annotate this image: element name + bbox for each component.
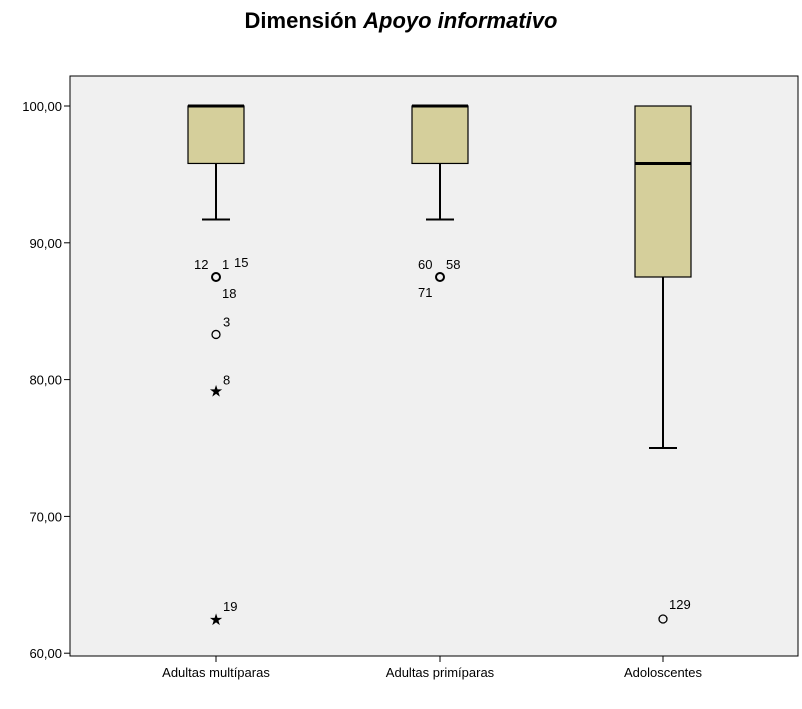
x-tick-label: Adoloscentes: [624, 665, 703, 680]
chart-title: Dimensión Apoyo informativo: [0, 8, 802, 34]
box: [411, 105, 469, 165]
outlier-label: 18: [222, 286, 236, 301]
y-tick-label: 70,00: [29, 509, 62, 524]
box: [634, 105, 692, 278]
y-tick-label: 80,00: [29, 373, 62, 388]
outlier-circle: [658, 614, 668, 624]
outlier-star: ★: [209, 610, 223, 629]
x-tick-label: Adultas primíparas: [386, 665, 495, 680]
y-tick-label: 90,00: [29, 236, 62, 251]
outlier-label: 58: [446, 257, 460, 272]
outlier-label: 3: [223, 314, 230, 329]
outlier-label: 8: [223, 373, 230, 388]
box: [187, 105, 245, 165]
outlier-label: 1: [222, 257, 229, 272]
outlier-label: 12: [194, 257, 208, 272]
outlier-circle: [435, 272, 445, 282]
chart-title-italic: Apoyo informativo: [363, 8, 558, 33]
y-tick-label: 100,00: [22, 99, 62, 114]
x-tick-label: Adultas multíparas: [162, 665, 270, 680]
chart-title-main: Dimensión: [244, 8, 357, 33]
outlier-star: ★: [209, 382, 223, 401]
outlier-label: 129: [669, 597, 691, 612]
outlier-label: 60: [418, 257, 432, 272]
y-tick-label: 60,00: [29, 646, 62, 661]
outlier-circle: [211, 272, 221, 282]
outlier-label: 71: [418, 285, 432, 300]
outlier-label: 19: [223, 599, 237, 614]
outlier-circle: [211, 329, 221, 340]
outlier-label: 15: [234, 255, 248, 270]
